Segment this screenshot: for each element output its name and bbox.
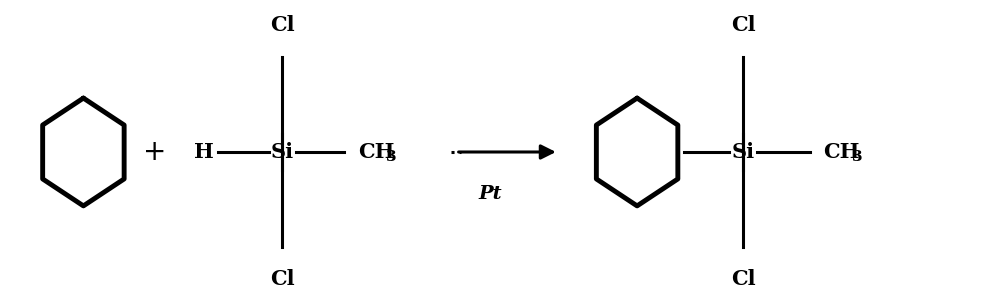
Text: +: +: [144, 138, 166, 166]
Text: Cl: Cl: [270, 269, 295, 289]
Text: Cl: Cl: [270, 15, 295, 35]
Text: 3: 3: [851, 150, 862, 164]
Text: 3: 3: [386, 150, 397, 164]
Text: Pt: Pt: [478, 185, 502, 203]
Text: Cl: Cl: [731, 269, 755, 289]
Text: H: H: [194, 142, 214, 162]
Text: CH: CH: [824, 142, 859, 162]
Text: Si: Si: [271, 142, 294, 162]
Text: Si: Si: [732, 142, 754, 162]
Text: Cl: Cl: [731, 15, 755, 35]
Text: CH: CH: [357, 142, 394, 162]
